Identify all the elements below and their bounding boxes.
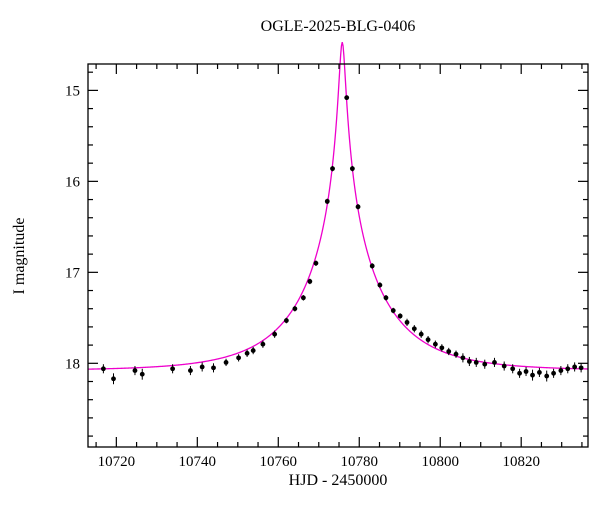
y-tick-label: 17 <box>65 265 81 281</box>
data-point <box>439 344 445 352</box>
data-point <box>139 368 145 380</box>
data-point <box>383 295 389 301</box>
data-point <box>404 318 410 327</box>
data-point <box>537 367 542 377</box>
data-point <box>355 204 361 210</box>
y-tick-label: 18 <box>65 356 80 372</box>
data-point <box>551 368 556 378</box>
x-tick-label: 10780 <box>341 454 379 470</box>
data-point <box>517 368 522 378</box>
data-point <box>344 95 350 101</box>
data-point <box>324 198 330 205</box>
data-point <box>578 363 584 373</box>
data-point <box>565 364 571 374</box>
data-point <box>300 295 306 301</box>
chart-title: OGLE-2025-BLG-0406 <box>260 18 416 35</box>
data-point <box>425 336 431 344</box>
data-point <box>188 366 193 376</box>
x-tick-label: 10740 <box>179 454 217 470</box>
data-point <box>466 356 472 367</box>
data-point <box>223 358 229 367</box>
data-point <box>473 357 479 367</box>
data-point <box>390 307 396 314</box>
data-point <box>307 278 313 285</box>
data-point <box>132 366 138 376</box>
data-point <box>369 263 375 269</box>
x-tick-label: 10800 <box>421 454 459 470</box>
data-point <box>313 260 319 266</box>
data-point <box>523 366 529 377</box>
x-axis-label: HJD - 2450000 <box>288 472 388 489</box>
y-tick-label: 16 <box>65 174 81 190</box>
y-tick-label: 15 <box>65 83 80 99</box>
data-point <box>100 364 106 374</box>
data-point <box>432 340 438 348</box>
data-point <box>236 354 242 362</box>
data-point <box>418 330 424 338</box>
data-point <box>501 361 507 371</box>
data-point <box>199 362 205 372</box>
x-tick-label: 10760 <box>260 454 298 470</box>
data-point <box>460 353 466 363</box>
data-point <box>558 366 564 376</box>
data-point <box>272 330 278 338</box>
data-point <box>244 349 250 357</box>
data-point <box>283 317 289 324</box>
data-point <box>572 362 578 372</box>
data-point <box>377 282 383 288</box>
data-point <box>530 369 535 381</box>
data-point <box>544 370 550 382</box>
data-point <box>411 325 417 333</box>
data-point <box>260 340 266 348</box>
data-point <box>397 313 403 319</box>
data-point <box>349 165 355 172</box>
data-point <box>170 364 176 374</box>
data-point <box>250 346 256 355</box>
x-tick-label: 10820 <box>502 454 540 470</box>
data-point <box>453 350 459 358</box>
data-point <box>330 165 335 172</box>
data-point <box>510 364 516 374</box>
x-tick-label: 10720 <box>98 454 136 470</box>
data-point <box>211 363 216 373</box>
data-point <box>482 359 488 369</box>
data-point <box>492 357 497 367</box>
data-point <box>111 373 116 385</box>
data-point <box>446 347 452 356</box>
data-point <box>292 305 298 312</box>
